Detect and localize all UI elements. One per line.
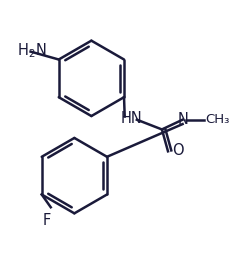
Text: F: F xyxy=(42,213,50,228)
Text: N: N xyxy=(177,112,188,127)
Text: CH₃: CH₃ xyxy=(206,113,230,126)
Text: $\mathsf{H_2N}$: $\mathsf{H_2N}$ xyxy=(17,41,47,60)
Text: O: O xyxy=(172,142,184,157)
Text: HN: HN xyxy=(121,111,142,126)
